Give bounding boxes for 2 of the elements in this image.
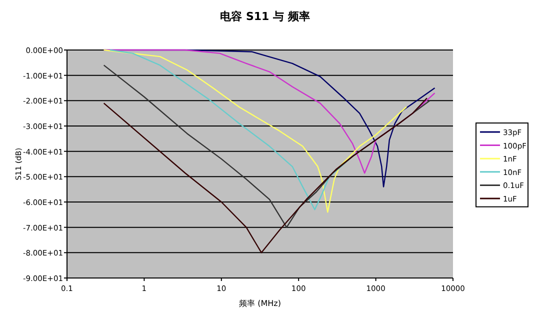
chart-title: 电容 S11 与 频率	[220, 10, 310, 23]
x-axis-title: 频率 (MHz)	[239, 299, 281, 308]
